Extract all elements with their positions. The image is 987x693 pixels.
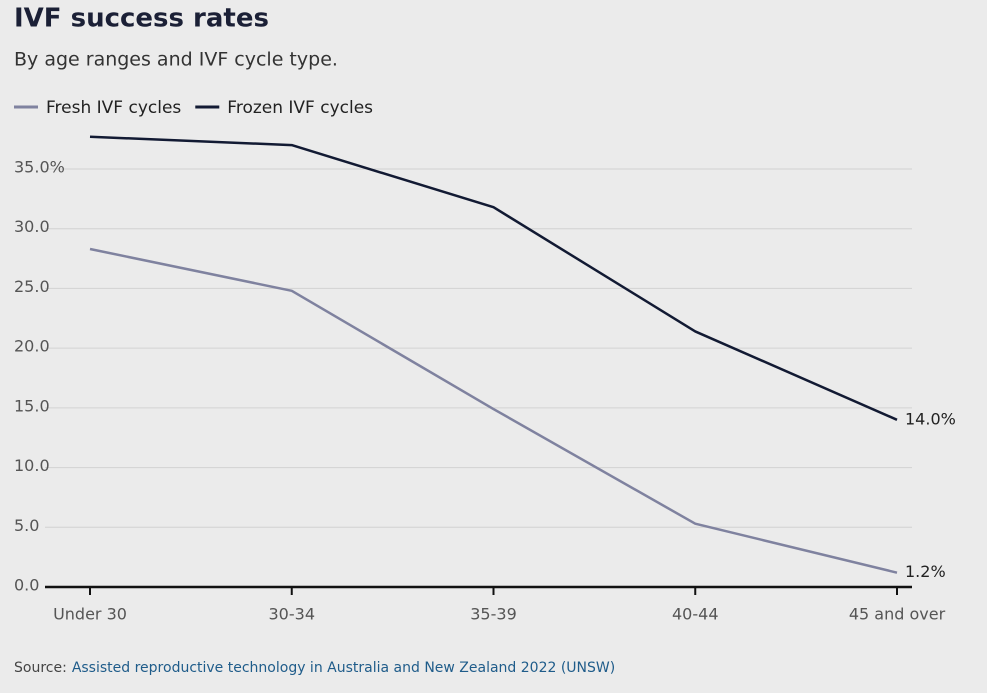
y-tick-label: 10.0 (14, 456, 50, 475)
x-tick-label: 30-34 (269, 605, 316, 624)
y-tick-label: 0.0 (14, 576, 39, 595)
x-tick-label: Under 30 (53, 605, 127, 624)
chart-title: IVF success rates (14, 4, 269, 34)
y-tick-label: 20.0 (14, 337, 50, 356)
x-tick-label: 35-39 (470, 605, 517, 624)
x-tick-label: 45 and over (849, 605, 946, 624)
y-tick-label: 15.0 (14, 396, 50, 415)
series-line (89, 135, 898, 421)
y-tick-label: 30.0 (14, 217, 50, 236)
x-tick-label: 40-44 (672, 605, 719, 624)
series-line (89, 247, 898, 574)
y-tick-label: 25.0 (14, 277, 50, 296)
chart-subtitle: By age ranges and IVF cycle type. (14, 49, 338, 71)
value-label: 1.2% (905, 562, 946, 581)
legend-label: Fresh IVF cycles (46, 98, 181, 118)
legend-label: Frozen IVF cycles (227, 98, 373, 118)
value-label: 14.0% (905, 409, 956, 428)
y-tick-label: 5.0 (14, 516, 39, 535)
source-prefix: Source: (14, 660, 67, 676)
source-link[interactable]: Assisted reproductive technology in Aust… (72, 660, 615, 676)
y-tick-label: 35.0% (14, 157, 65, 176)
